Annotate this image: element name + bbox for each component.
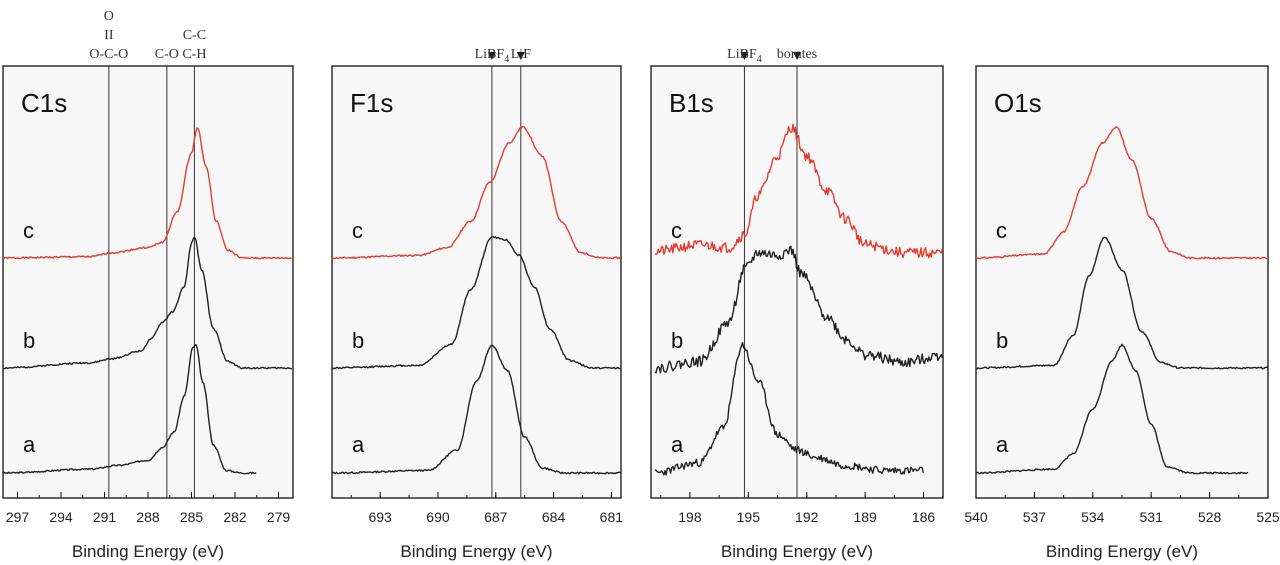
x-tick-label: 291 bbox=[93, 509, 117, 525]
curve-label-c: c bbox=[23, 218, 34, 243]
x-tick-label: 198 bbox=[678, 509, 702, 525]
panel-frame bbox=[975, 65, 1269, 499]
spectrum-curve-a bbox=[2, 344, 257, 475]
panel-title: F1s bbox=[350, 88, 393, 118]
spectrum-curve-b bbox=[975, 236, 1269, 370]
reference-label: O-C-O bbox=[89, 47, 128, 62]
x-tick-label: 279 bbox=[267, 509, 291, 525]
spectrum-curve-a bbox=[975, 343, 1249, 475]
x-tick-label: 282 bbox=[223, 509, 247, 525]
x-tick-label: 534 bbox=[1081, 509, 1105, 525]
x-tick-label: 531 bbox=[1140, 509, 1164, 525]
x-tick-label: 681 bbox=[600, 509, 624, 525]
panel-title: O1s bbox=[994, 88, 1042, 118]
curve-label-c: c bbox=[996, 218, 1007, 243]
panel-f1s: LiBF4LiFcbaF1s693690687684681Binding Ene… bbox=[331, 47, 624, 561]
spectrum-curve-a bbox=[331, 344, 621, 475]
spectrum-curve-b bbox=[331, 235, 622, 370]
curve-label-a: a bbox=[23, 432, 36, 457]
x-tick-label: 195 bbox=[737, 509, 761, 525]
reference-label: C-O bbox=[155, 47, 179, 62]
x-tick-label: 693 bbox=[368, 509, 392, 525]
curve-label-a: a bbox=[996, 432, 1009, 457]
x-tick-label: 186 bbox=[912, 509, 936, 525]
curve-label-b: b bbox=[996, 328, 1008, 353]
spectrum-curve-b bbox=[2, 237, 293, 370]
curve-label-b: b bbox=[352, 328, 364, 353]
x-tick-label: 687 bbox=[484, 509, 508, 525]
curve-label-b: b bbox=[23, 328, 35, 353]
x-axis-label: Binding Energy (eV) bbox=[400, 542, 552, 561]
spectrum-curve-c bbox=[975, 125, 1269, 260]
curve-label-b: b bbox=[671, 328, 683, 353]
arrow-icon bbox=[793, 52, 801, 60]
panel-title: B1s bbox=[669, 88, 714, 118]
x-tick-label: 690 bbox=[426, 509, 450, 525]
spectrum-curve-a bbox=[654, 342, 924, 476]
reference-label: C-H bbox=[182, 47, 206, 62]
panel-title: C1s bbox=[21, 88, 67, 118]
reference-label: O bbox=[104, 9, 114, 24]
x-axis-label: Binding Energy (eV) bbox=[72, 542, 224, 561]
x-axis-label: Binding Energy (eV) bbox=[721, 542, 873, 561]
spectrum-curve-c bbox=[331, 126, 622, 260]
x-tick-label: 192 bbox=[795, 509, 819, 525]
x-tick-label: 525 bbox=[1256, 509, 1280, 525]
x-tick-label: 540 bbox=[964, 509, 988, 525]
spectrum-curve-c bbox=[654, 123, 944, 259]
curve-label-c: c bbox=[671, 218, 682, 243]
panel-c1s: O II O-C-O C-O C-C C-H c b a C1s 297 294 291 288 285 28… bbox=[2, 9, 294, 561]
arrow-icon bbox=[516, 52, 525, 60]
curve-label-a: a bbox=[671, 432, 684, 457]
x-tick-label: 537 bbox=[1023, 509, 1047, 525]
spectrum-curve-b bbox=[654, 245, 944, 374]
x-tick-label: 189 bbox=[853, 509, 877, 525]
x-tick-label: 528 bbox=[1198, 509, 1222, 525]
panel-b1s: LiBF4boratescbaB1s198195192189186Binding… bbox=[650, 47, 944, 561]
arrow-icon bbox=[487, 52, 496, 60]
x-tick-label: 684 bbox=[542, 509, 566, 525]
x-tick-label: 294 bbox=[49, 509, 73, 525]
curve-label-a: a bbox=[352, 432, 365, 457]
reference-label: C-C bbox=[183, 28, 206, 43]
curve-label-c: c bbox=[352, 218, 363, 243]
x-tick-label: 297 bbox=[6, 509, 30, 525]
x-tick-label: 285 bbox=[180, 509, 204, 525]
reference-label: II bbox=[104, 28, 114, 43]
panel-frame bbox=[2, 65, 294, 499]
x-tick-label: 288 bbox=[136, 509, 160, 525]
arrow-icon bbox=[740, 52, 749, 60]
spectrum-curve-c bbox=[2, 127, 292, 260]
panel-o1s: c b a O1s 540 537 534 531 528 525 Binding Energy (… bbox=[964, 65, 1280, 561]
x-axis-label: Binding Energy (eV) bbox=[1046, 542, 1198, 561]
